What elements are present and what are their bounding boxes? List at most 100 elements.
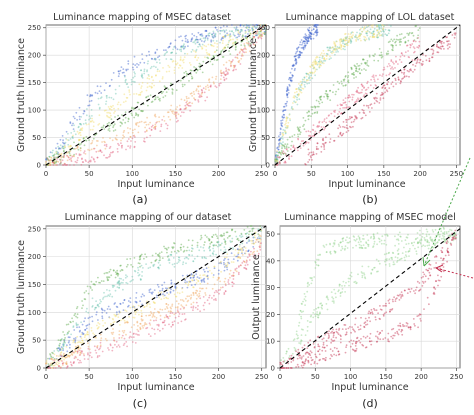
scatter-point [65,361,68,363]
scatter-point [165,51,168,54]
scatter-point [165,58,168,60]
scatter-point [129,257,132,260]
scatter-point [285,350,288,353]
scatter-point [370,343,373,346]
scatter-point [249,36,251,39]
scatter-point [384,28,387,31]
scatter-point [423,237,426,239]
scatter-point [96,156,99,159]
scatter-point [204,30,207,32]
scatter-point [343,106,346,109]
scatter-point [331,350,334,352]
scatter-point [199,85,202,87]
scatter-point [380,30,383,33]
scatter-point [121,330,124,332]
scatter-point [80,350,83,352]
scatter-point [299,80,302,83]
scatter-point [369,332,372,335]
scatter-point [376,34,379,36]
scatter-point [127,305,129,308]
scatter-point [105,145,108,148]
scatter-point [56,347,58,350]
scatter-point [178,292,181,295]
scatter-point [358,34,361,36]
scatter-point [181,45,183,48]
scatter-point [224,240,227,243]
scatter-point [61,360,63,362]
scatter-point [113,107,115,110]
scatter-point [84,328,87,331]
scatter-point [111,349,114,352]
scatter-point [342,121,345,123]
scatter-point [369,340,371,343]
scatter-point [92,332,94,335]
scatter-point [306,42,308,44]
scatter-point [153,58,156,61]
scatter-point [348,100,351,103]
scatter-point [134,342,137,344]
scatter-point [359,34,361,37]
scatter-point [112,126,114,129]
scatter-point [144,322,147,324]
scatter-point [143,72,146,75]
scatter-point [367,25,370,27]
scatter-point [351,73,353,75]
scatter-point [150,87,153,89]
scatter-point [214,50,217,53]
scatter-point [389,308,392,311]
scatter-point [360,316,362,319]
scatter-point [318,131,321,134]
scatter-point [150,125,153,128]
scatter-point [344,37,347,39]
scatter-point [305,34,308,37]
scatter-point [251,29,254,32]
scatter-point [63,150,65,152]
scatter-point [234,48,237,51]
scatter-point [120,319,122,322]
scatter-point [347,76,349,79]
scatter-point [320,62,323,64]
scatter-point [67,323,70,326]
scatter-point [409,290,412,293]
scatter-point [86,333,89,336]
scatter-point [280,153,282,156]
scatter-point [120,277,122,280]
scatter-point [184,279,187,281]
scatter-point [122,309,125,311]
panel-a-ytick-label: 250 [28,24,41,32]
scatter-point [261,24,264,26]
scatter-point [239,257,242,259]
scatter-point [252,24,254,26]
scatter-point [444,254,447,257]
scatter-point [324,350,327,352]
scatter-point [98,281,100,284]
scatter-point [421,285,424,287]
scatter-point [126,97,129,99]
scatter-point [259,36,262,38]
scatter-point [325,58,328,60]
scatter-point [334,252,337,254]
scatter-point [363,238,365,240]
scatter-point [320,126,323,128]
scatter-point [141,90,143,93]
scatter-point [398,231,401,234]
scatter-point [332,91,334,94]
scatter-point [205,275,208,278]
scatter-point [240,48,243,51]
scatter-point [160,125,163,128]
scatter-point [111,139,114,142]
scatter-point [79,347,82,350]
scatter-point [123,135,125,138]
scatter-point [337,243,340,246]
scatter-point [209,249,211,252]
scatter-point [159,318,162,321]
scatter-point [319,63,322,66]
scatter-point [341,40,344,43]
scatter-point [167,310,170,313]
scatter-point [338,47,340,49]
scatter-point [59,158,62,161]
scatter-point [385,252,388,255]
scatter-point [55,147,57,150]
scatter-point [306,325,309,328]
scatter-point [169,291,172,294]
